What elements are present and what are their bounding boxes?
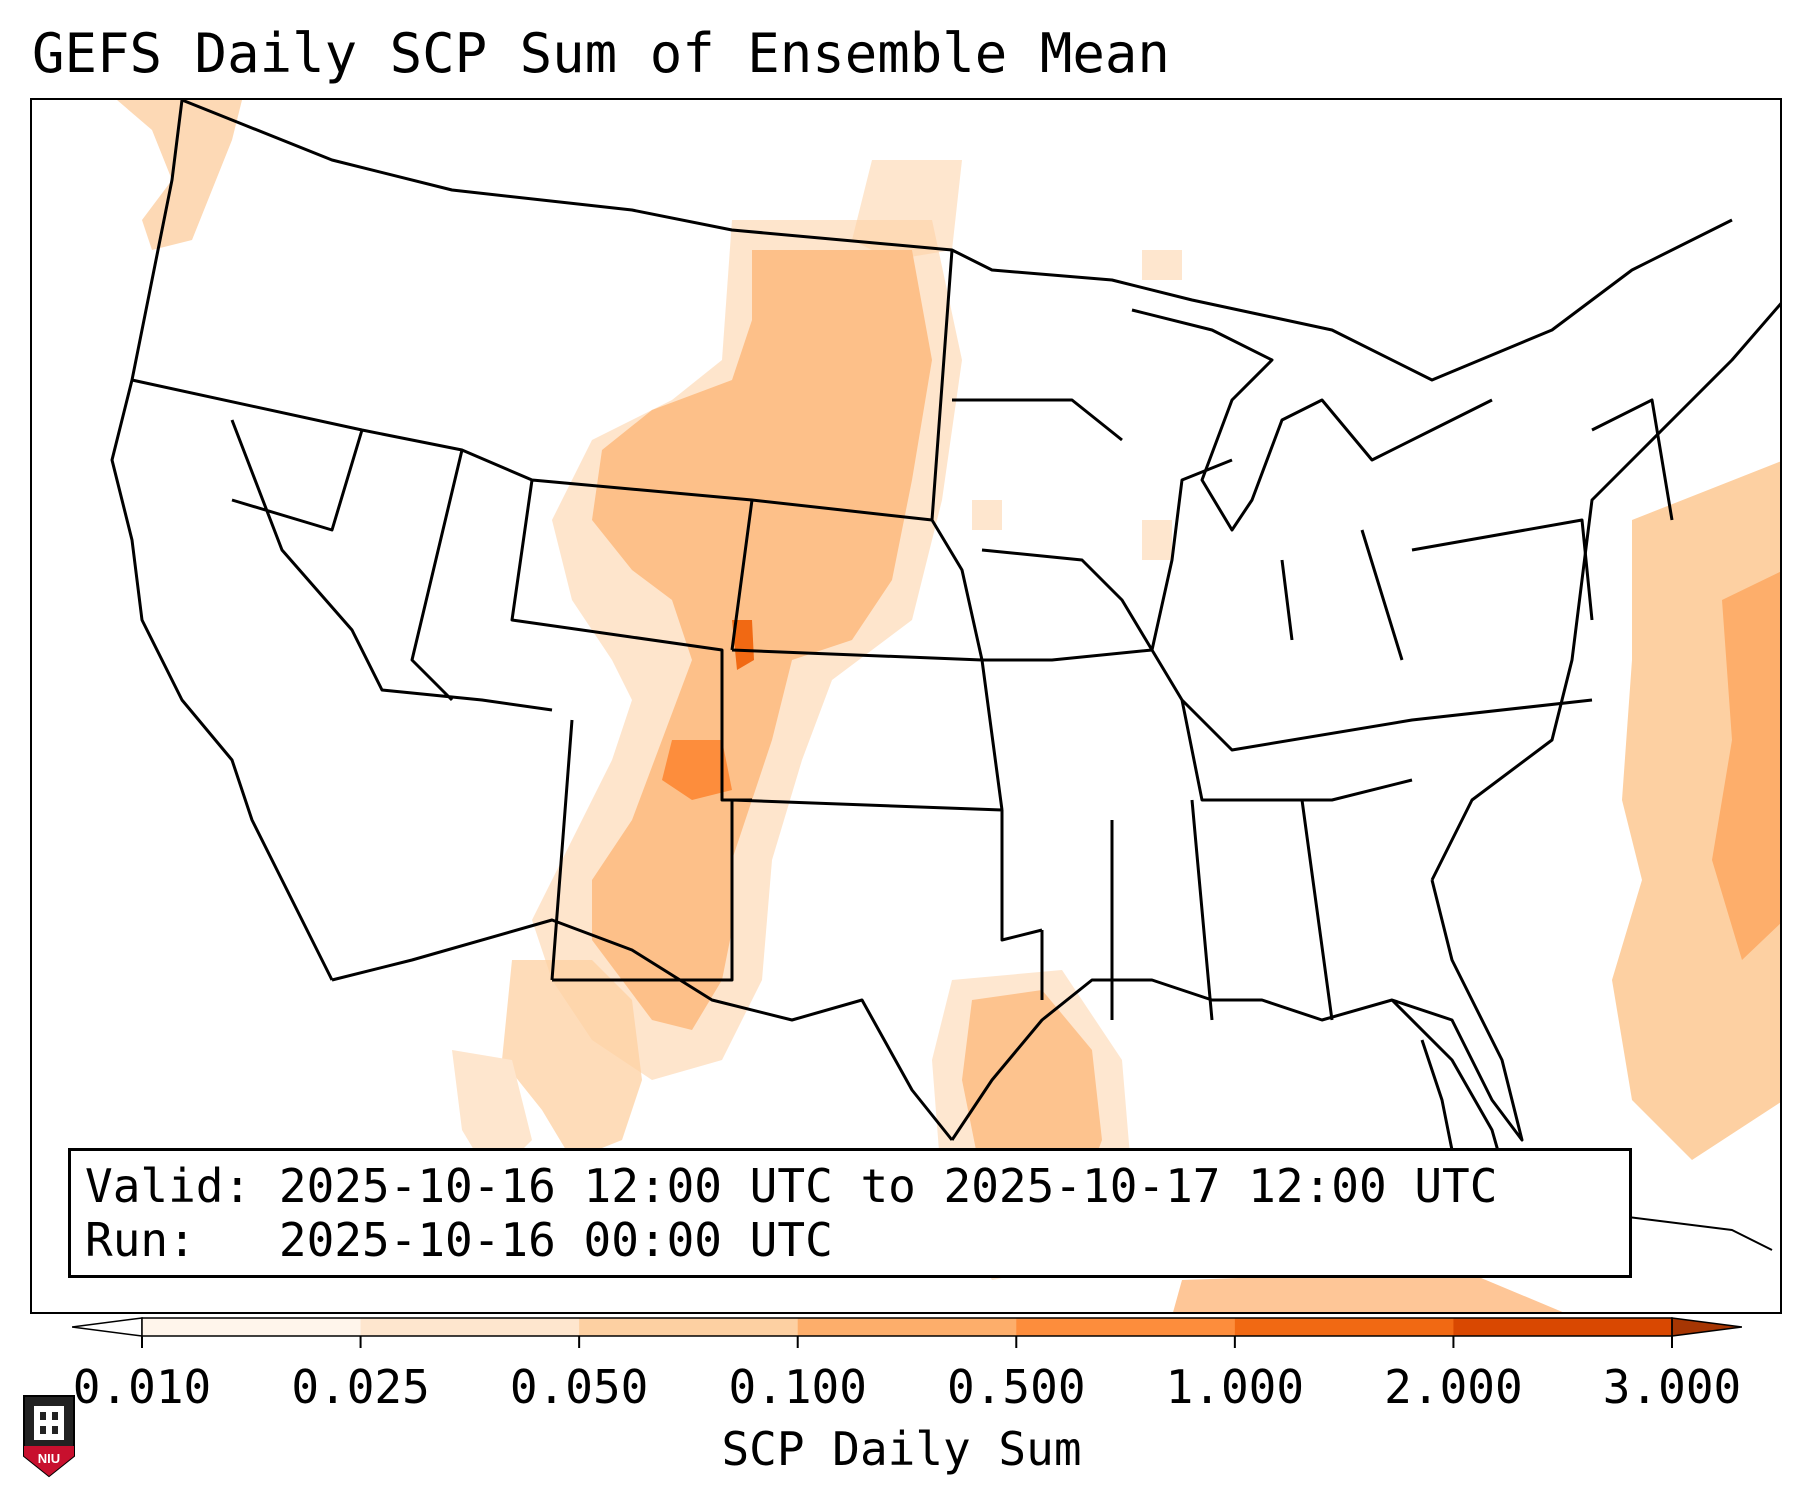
valid-run-info-box: Valid: 2025-10-16 12:00 UTC to 2025-10-1… <box>68 1148 1632 1278</box>
colorbar-tick-label: 0.025 <box>291 1360 430 1414</box>
scp-area-atlantic-core <box>1712 571 1780 960</box>
scp-area-pacific-northwest <box>117 100 242 250</box>
colorbar-outline <box>141 1317 1673 1337</box>
scp-area-peak-new-mexico <box>662 740 732 800</box>
colorbar-segment <box>797 1318 1017 1336</box>
run-value: 2025-10-16 00:00 UTC <box>278 1213 833 1267</box>
us-mexico-border <box>331 918 954 1141</box>
scp-spot-iowa <box>972 500 1002 530</box>
map-svg <box>110 100 1780 1312</box>
niu-logo: NIU <box>23 1395 75 1478</box>
scp-area-mexico-south <box>452 1050 532 1180</box>
logo-text: NIU <box>38 1451 60 1466</box>
colorbar <box>72 1317 1742 1348</box>
map-panel <box>30 98 1782 1314</box>
colorbar-segment <box>579 1318 799 1336</box>
colorbar-tick-label: 3.000 <box>1602 1360 1742 1414</box>
canada-border <box>181 100 1733 382</box>
colorbar-label: SCP Daily Sum <box>721 1422 1082 1476</box>
east-coast <box>1430 302 1780 881</box>
colorbar-segment <box>1453 1318 1673 1336</box>
colorbar-segment <box>1234 1318 1454 1336</box>
coastline-west <box>110 100 334 981</box>
colorbar-extend-high <box>1671 1317 1742 1337</box>
colorbar-tick-label: 2.000 <box>1384 1360 1523 1414</box>
colorbar-tick-label: 0.010 <box>72 1360 212 1414</box>
valid-value: 2025-10-16 12:00 UTC to 2025-10-17 12:00… <box>278 1159 1498 1213</box>
colorbar-tick-label: 1.000 <box>1165 1360 1305 1414</box>
run-label: Run: <box>85 1213 196 1267</box>
state-lines <box>131 249 1674 1021</box>
colorbar-tick-label: 0.050 <box>509 1360 649 1414</box>
colorbar-segment <box>142 1318 362 1336</box>
colorbar-extend-low <box>72 1317 143 1337</box>
colorbar-segment <box>360 1318 580 1336</box>
gulf-coast <box>950 879 1524 1142</box>
valid-label: Valid: <box>85 1159 252 1213</box>
scp-area-caribbean <box>1173 1270 1563 1312</box>
great-lakes <box>1131 308 1493 532</box>
colorbar-tick-label: 0.100 <box>728 1360 867 1414</box>
scp-area-peak-colorado <box>732 620 754 670</box>
valid-line: Valid: 2025-10-16 12:00 UTC to 2025-10-1… <box>85 1159 1615 1213</box>
colorbar-segment <box>1016 1318 1236 1336</box>
map-title: GEFS Daily SCP Sum of Ensemble Mean <box>32 22 1170 85</box>
colorbar-tick-label: 0.500 <box>947 1360 1086 1414</box>
run-line: Run: 2025-10-16 00:00 UTC <box>85 1213 1615 1267</box>
scp-spot-illinois <box>1142 520 1172 560</box>
scp-area-mexico <box>502 960 642 1160</box>
scp-spot-great-lakes <box>1142 250 1182 280</box>
